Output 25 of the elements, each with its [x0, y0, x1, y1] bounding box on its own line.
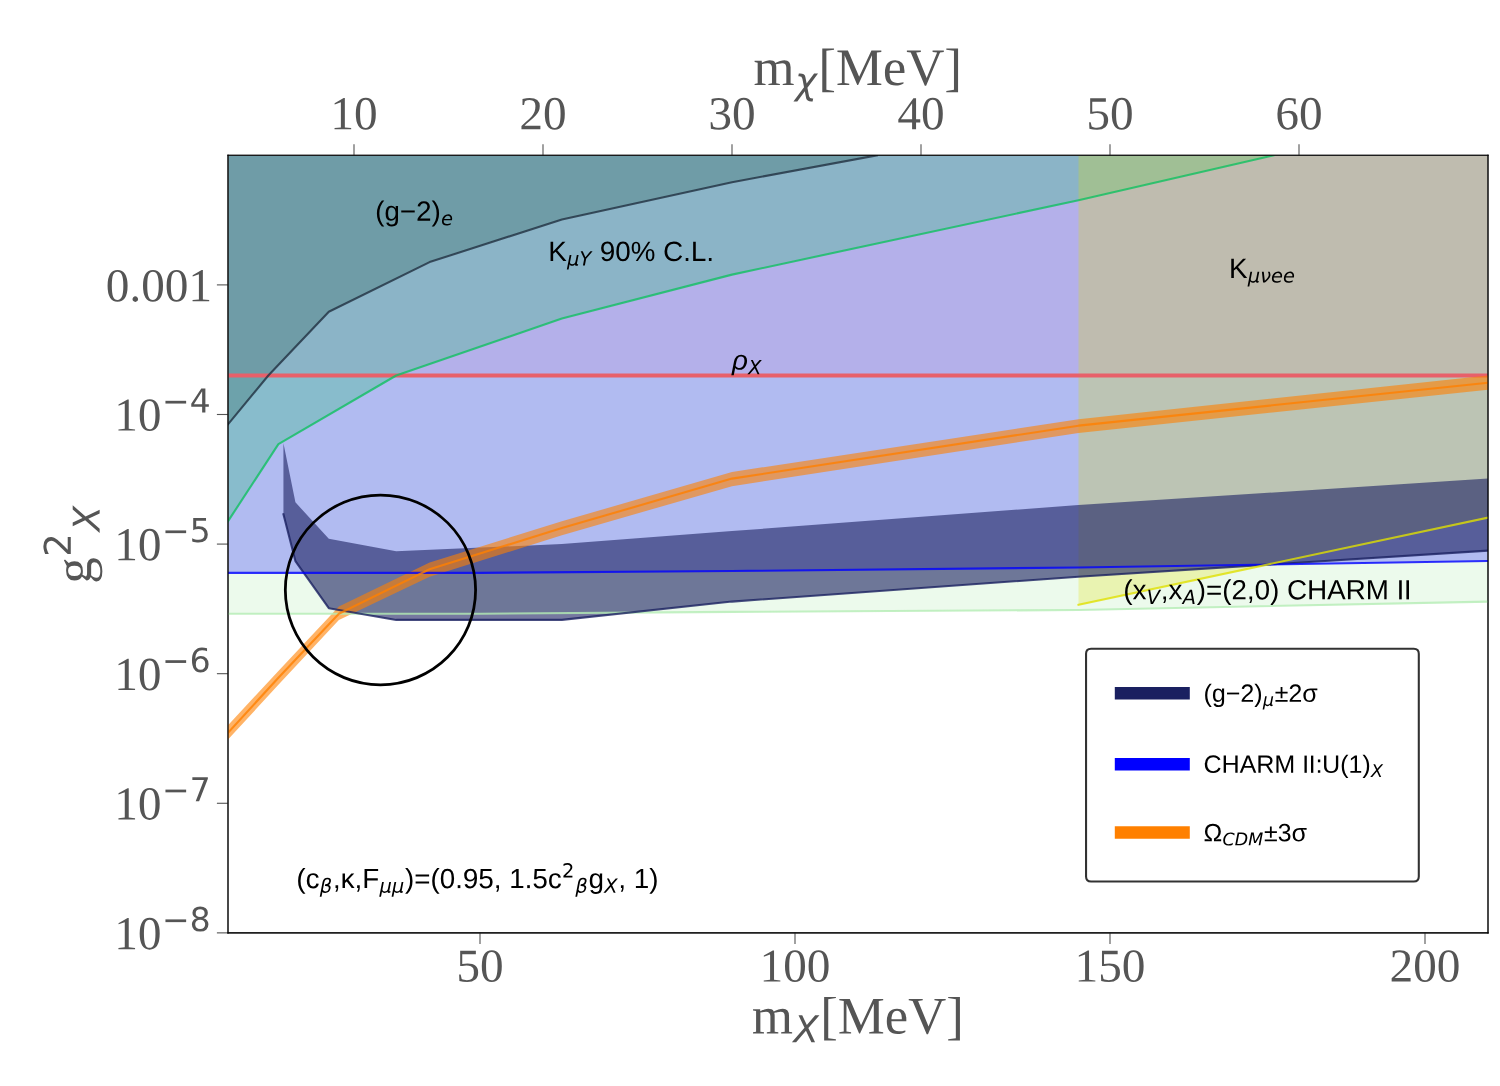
y-tick-label: 10$^{−4}$: [118, 388, 209, 432]
x2-tick-label: 20: [521, 97, 565, 130]
annotation: (g−2)$_{e}$: [376, 200, 453, 227]
legend-label: Ω$_{CDM}$±3σ: [1204, 823, 1307, 846]
y-tick-label: 10$^{−7}$: [118, 777, 208, 820]
x2-tick-label: 30: [710, 97, 754, 130]
x-tick-label: 200: [1391, 950, 1459, 983]
x-tick-label: 150: [1078, 950, 1144, 983]
x-axis-title: m$_{X}$[MeV]: [753, 996, 960, 1043]
legend-label: (g−2)$_{μ}$±2σ: [1205, 683, 1318, 710]
y-tick-label: 10$^{−5}$: [118, 518, 208, 561]
x-tick-label: 50: [459, 950, 502, 983]
annotation: K$_{μνee}$: [1231, 258, 1295, 287]
text: (c$_{β}$,κ,F$_{μμ}$)=(0.95, 1.5c$^{2}$$_{β}$g$_{X}$, 1): [298, 863, 657, 897]
x2-tick-label: 10: [334, 97, 376, 130]
x2-tick-label: 60: [1277, 97, 1321, 130]
x2-tick-label: 50: [1089, 97, 1132, 130]
legend-label: CHARM II:U(1)$_{X}$: [1204, 754, 1384, 778]
ref-line-label: ρ$_{X}$: [731, 354, 762, 376]
y-tick-label: 10$^{−6}$: [118, 647, 209, 691]
y-axis-title: g$^{2}$$_{X}$: [43, 505, 103, 582]
annotation: K$_{μY}$ 90% C.L.: [550, 241, 712, 270]
y-tick-label: 0.001: [107, 269, 210, 302]
x-tick-label: 100: [763, 950, 829, 983]
y-tick-label: 10$^{−8}$: [118, 906, 209, 950]
